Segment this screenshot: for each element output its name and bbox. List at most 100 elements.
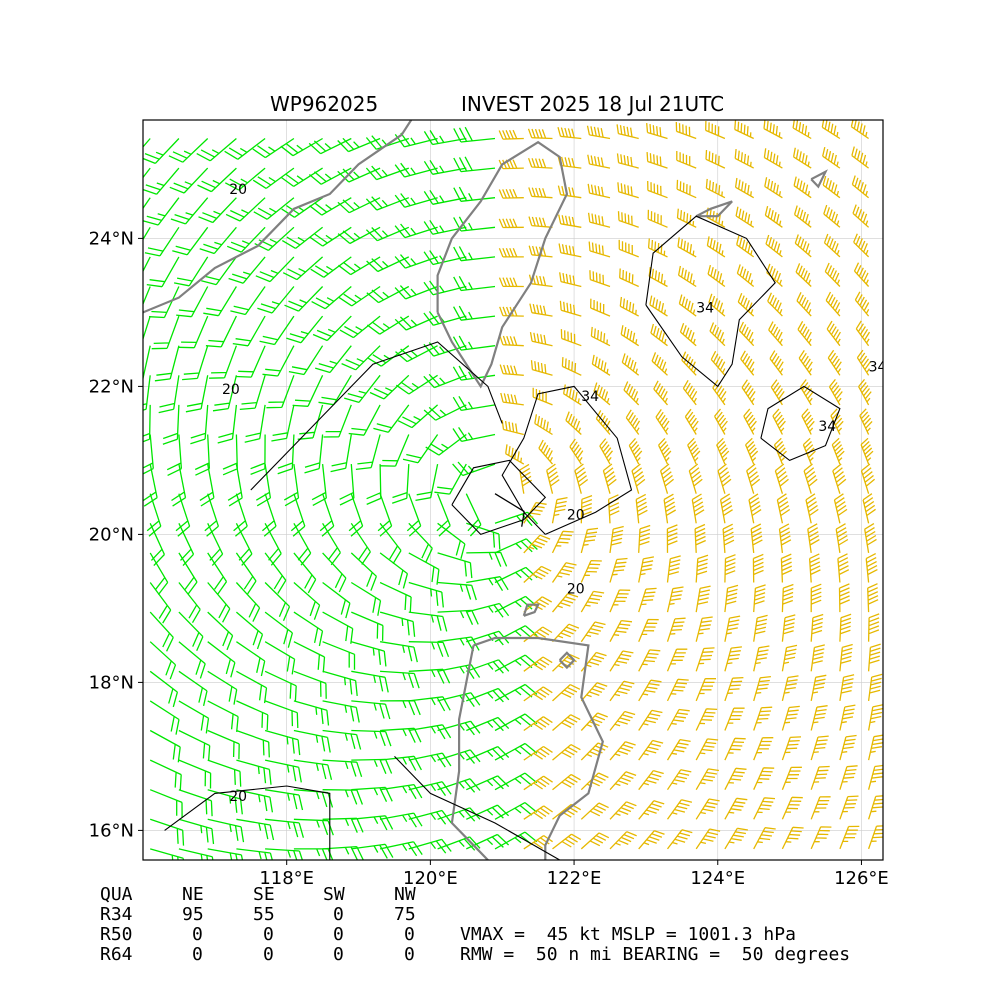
wind-barb (797, 320, 812, 347)
wind-barb (304, 434, 324, 474)
wind-barb (366, 315, 410, 335)
wind-barb (499, 335, 524, 347)
wind-barb (666, 829, 693, 850)
wind-barb (205, 315, 237, 348)
wind-barb (724, 737, 746, 761)
wind-barb (663, 493, 677, 524)
wind-barb (705, 178, 726, 199)
wind-barb (735, 206, 755, 228)
wind-barb (695, 768, 719, 791)
wind-barb (207, 818, 245, 843)
wind-barb (233, 493, 248, 537)
x-tick-label: 124°E (690, 868, 745, 889)
wind-barb (839, 643, 853, 672)
wind-barb (528, 245, 553, 258)
wind-barb (339, 315, 381, 339)
radii-label: R34 (100, 904, 133, 925)
wind-barb (466, 659, 510, 674)
wind-barb (149, 670, 179, 708)
wind-barb (341, 345, 381, 371)
wind-barb (198, 197, 237, 224)
wind-barb (366, 285, 410, 304)
wind-barb (609, 710, 636, 731)
wind-barb (281, 197, 323, 218)
wind-barb (708, 293, 726, 317)
wind-barb (552, 803, 582, 820)
wind-barb (144, 226, 180, 257)
rmw-bearing-text: RMW = 50 n mi BEARING = 50 degrees (460, 944, 851, 965)
wind-barb (437, 663, 481, 679)
wind-barb (185, 375, 209, 413)
wind-barb (719, 493, 733, 524)
wind-barb (434, 463, 467, 495)
wind-barb (351, 641, 387, 667)
wind-barb (178, 611, 204, 651)
wind-barb (795, 263, 812, 287)
wind-barb (348, 404, 381, 436)
wind-barb (169, 167, 209, 194)
wind-barb (687, 437, 701, 465)
wind-barb (178, 848, 214, 860)
wind-barb (802, 437, 816, 465)
wind-barb (750, 523, 763, 553)
wind-barb (810, 705, 828, 731)
wind-barb (466, 687, 510, 703)
contour-line (760, 385, 841, 462)
wind-barb (651, 352, 668, 376)
wind-barb (149, 759, 182, 791)
wind-barb (860, 463, 876, 494)
wind-barb (226, 226, 266, 253)
wind-barb (833, 493, 848, 524)
contour-label: 34 (818, 419, 836, 435)
wind-barb (408, 781, 452, 796)
wind-barb (638, 800, 665, 820)
wind-barb (466, 775, 510, 791)
wind-barb (810, 583, 822, 613)
wind-barb (293, 700, 330, 726)
wind-barb (638, 556, 655, 583)
wind-barb (308, 137, 352, 155)
wind-barb (638, 587, 657, 613)
wind-barb (724, 767, 747, 790)
wind-barb (452, 335, 496, 351)
wind-barb (621, 353, 640, 376)
wind-barb (264, 522, 282, 566)
wind-barb (264, 729, 301, 756)
wind-barb (379, 552, 409, 589)
wind-barb (322, 611, 354, 644)
wind-barb (236, 848, 273, 860)
wind-barb (647, 209, 668, 228)
wind-barb (351, 700, 391, 720)
wind-barb (616, 124, 639, 140)
wind-barb (763, 120, 783, 140)
wind-barb (149, 700, 180, 735)
wind-barb (743, 408, 757, 435)
wind-barb (380, 783, 423, 800)
wind-barb (805, 493, 819, 524)
wind-barb (257, 286, 295, 314)
contour-line (394, 756, 596, 860)
wind-barb (199, 226, 237, 255)
wind-barb (394, 193, 438, 208)
wind-barb (523, 686, 553, 702)
radii-value: 0 (263, 924, 274, 945)
wind-barb (437, 692, 481, 707)
wind-barb (293, 641, 326, 673)
wind-barb (293, 522, 312, 566)
wind-barb (408, 552, 440, 585)
wind-barb (236, 700, 269, 731)
wind-barb (423, 130, 467, 146)
wind-barb (557, 127, 582, 140)
wind-barb (552, 653, 580, 672)
wind-barb (178, 700, 210, 734)
wind-barb (397, 404, 439, 429)
wind-barb (746, 463, 761, 494)
wind-barb (854, 291, 870, 317)
wind-barb (315, 345, 352, 374)
wind-barb (695, 554, 709, 583)
wind-barb (394, 315, 438, 331)
wind-barb (168, 138, 209, 163)
wind-barb (437, 836, 481, 851)
wind-barb (647, 180, 668, 199)
wind-barb (264, 789, 304, 811)
